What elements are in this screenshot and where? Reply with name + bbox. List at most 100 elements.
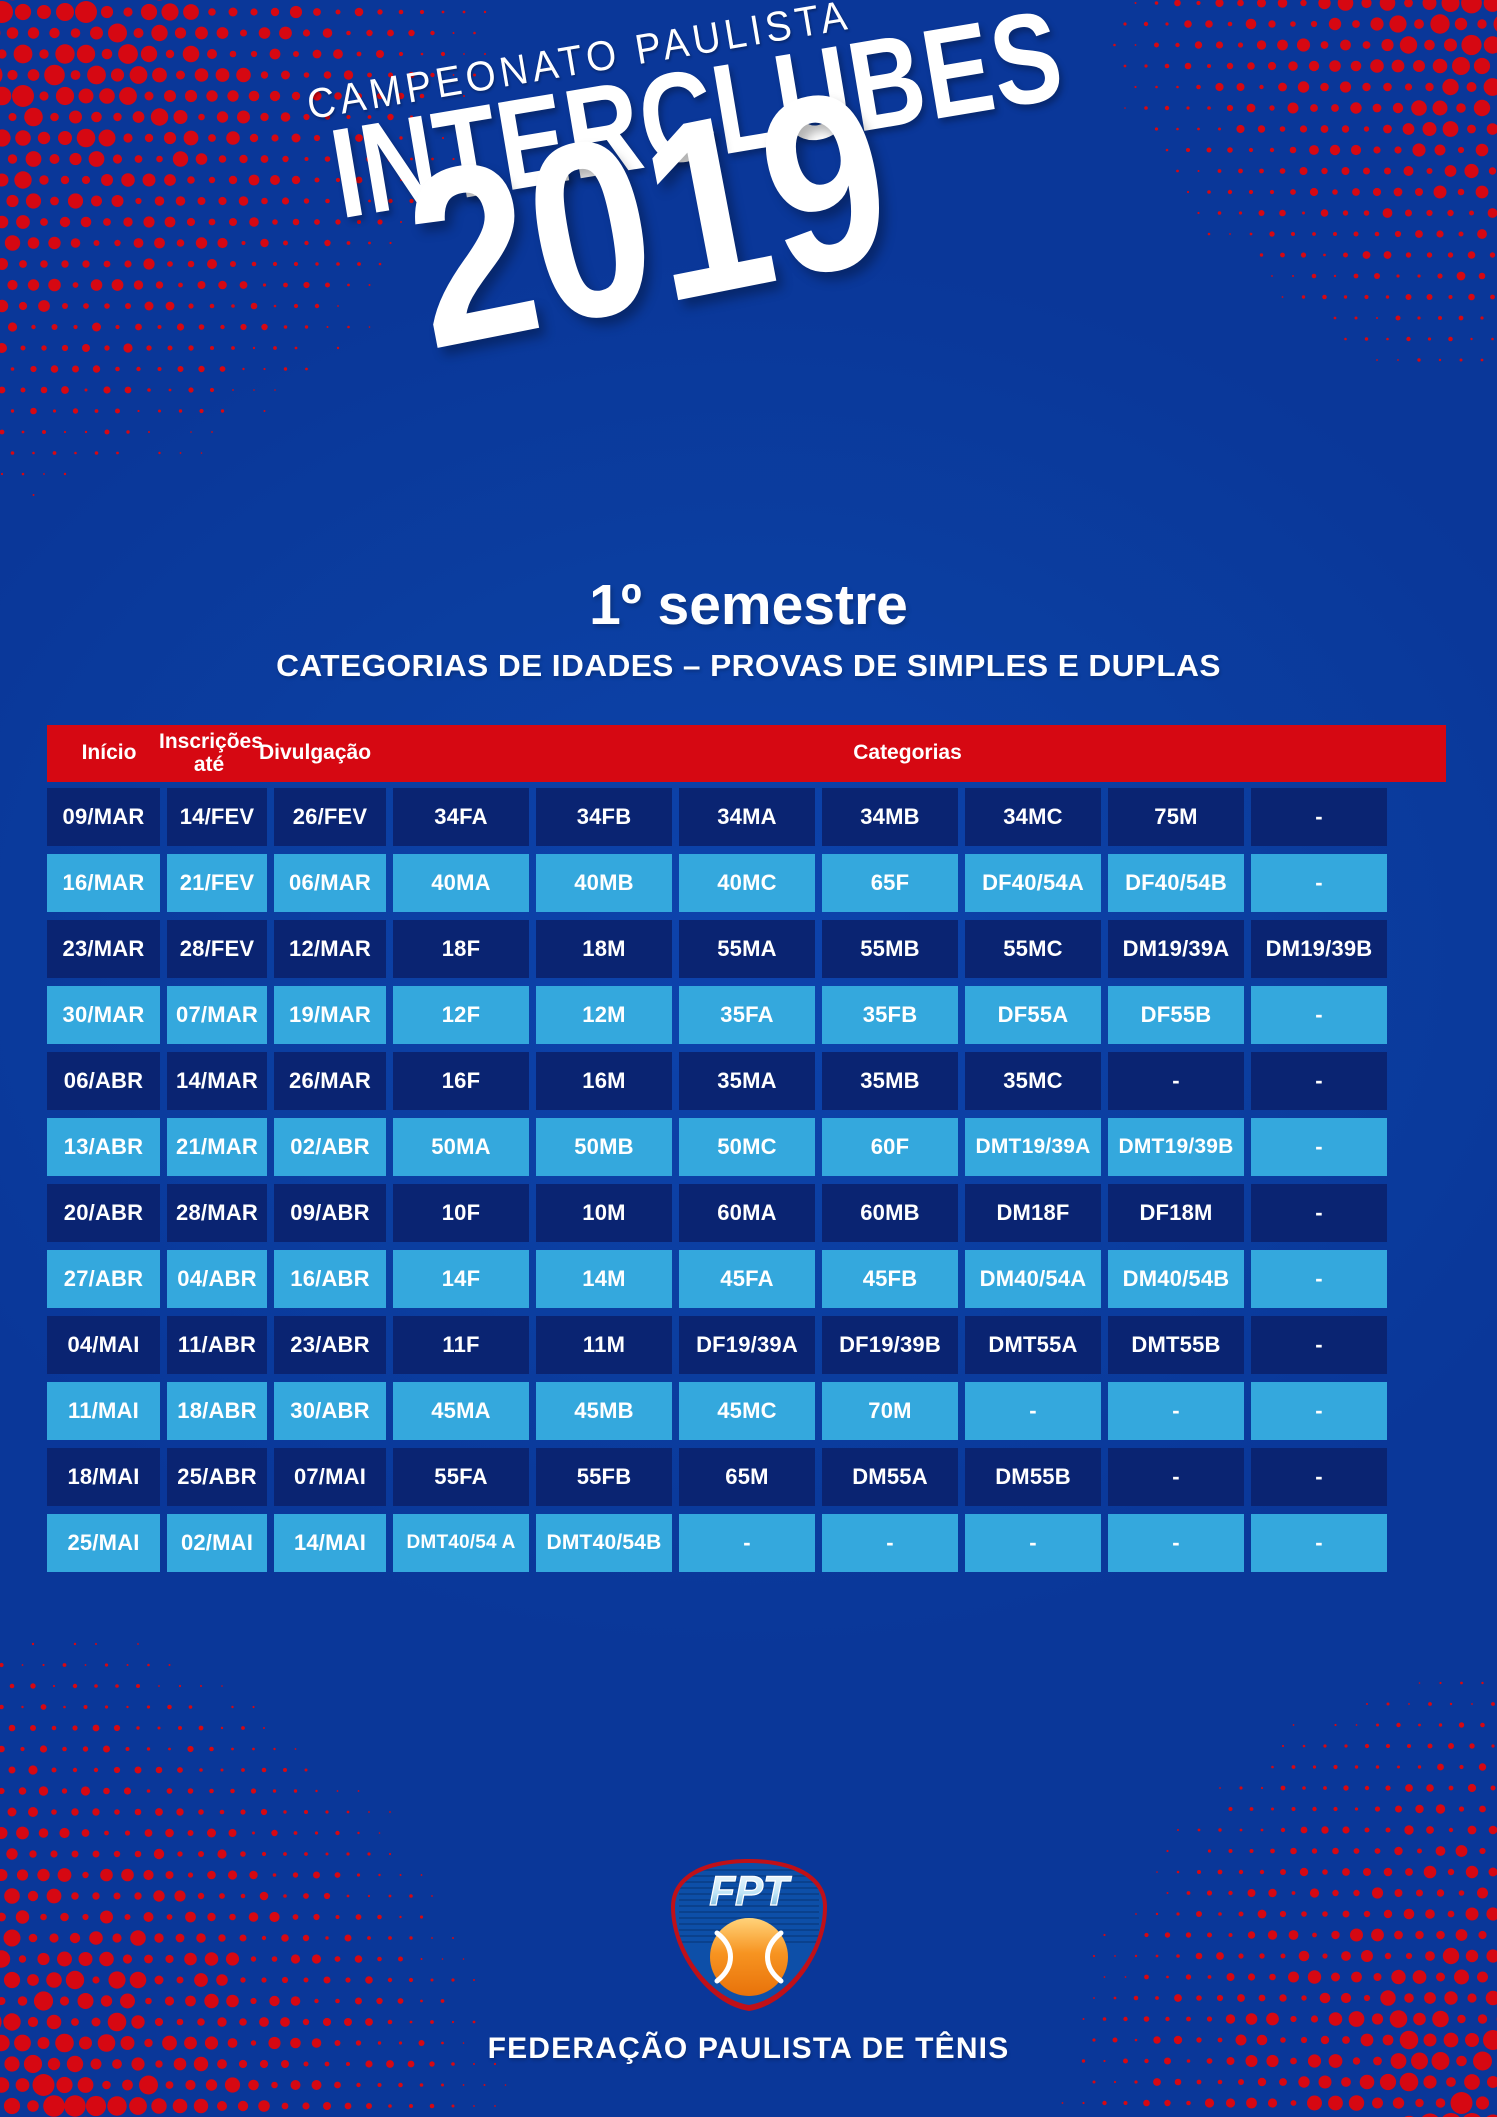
cell-categoria: -	[1251, 1052, 1387, 1110]
cell-categoria: -	[1251, 1514, 1387, 1572]
cell-categoria: 34MB	[822, 788, 958, 846]
cell-categoria: DF19/39A	[679, 1316, 815, 1374]
cell-divulgacao: 19/MAR	[274, 986, 386, 1044]
cell-categoria: -	[1251, 1448, 1387, 1506]
cell-categoria: -	[1251, 1118, 1387, 1176]
footer-block: FPT FEDERAÇÃO PAULISTA DE TÊNIS	[0, 1855, 1497, 2066]
table-row: 11/MAI 18/ABR 30/ABR 45MA 45MB 45MC 70M - - -	[47, 1382, 1446, 1440]
page-subtitle: CATEGORIAS DE IDADES – PROVAS DE SIMPLES…	[276, 648, 1221, 683]
cell-categoria: DMT55A	[965, 1316, 1101, 1374]
cell-divulgacao: 23/ABR	[274, 1316, 386, 1374]
cell-divulgacao: 16/ABR	[274, 1250, 386, 1308]
cell-categoria: 35MC	[965, 1052, 1101, 1110]
cell-categoria: -	[965, 1514, 1101, 1572]
cell-categoria: DMT19/39B	[1108, 1118, 1244, 1176]
column-header-categorias: Categorias	[853, 741, 962, 765]
semester-title: 1º semestre	[589, 573, 908, 637]
cell-categoria: 35FB	[822, 986, 958, 1044]
table-row: 09/MAR 14/FEV 26/FEV 34FA 34FB 34MA 34MB 34MC 75…	[47, 788, 1446, 846]
cell-categoria: -	[965, 1382, 1101, 1440]
cell-inicio: 27/ABR	[47, 1250, 160, 1308]
cell-categoria: 18F	[393, 920, 529, 978]
cell-inicio: 09/MAR	[47, 788, 160, 846]
cell-categoria: 35FA	[679, 986, 815, 1044]
table-row: 06/ABR 14/MAR 26/MAR 16F 16M 35MA 35MB 35MC - -	[47, 1052, 1446, 1110]
cell-divulgacao: 07/MAI	[274, 1448, 386, 1506]
table-row: 23/MAR 28/FEV 12/MAR 18F 18M 55MA 55MB 55MC DM19…	[47, 920, 1446, 978]
cell-categoria: DF19/39B	[822, 1316, 958, 1374]
cell-categoria: 10F	[393, 1184, 529, 1242]
cell-inscricoes-ate: 07/MAR	[167, 986, 267, 1044]
cell-inscricoes-ate: 02/MAI	[167, 1514, 267, 1572]
cell-categoria: 50MB	[536, 1118, 672, 1176]
cell-divulgacao: 12/MAR	[274, 920, 386, 978]
cell-categoria: 50MC	[679, 1118, 815, 1176]
table-row: 04/MAI 11/ABR 23/ABR 11F 11M DF19/39A DF19/39B…	[47, 1316, 1446, 1374]
column-header-inicio: Início	[81, 741, 137, 765]
cell-categoria: 55FA	[393, 1448, 529, 1506]
cell-categoria: 40MC	[679, 854, 815, 912]
cell-categoria: DMT40/54B	[536, 1514, 672, 1572]
table-row: 30/MAR 07/MAR 19/MAR 12F 12M 35FA 35FB DF55A DF5…	[47, 986, 1446, 1044]
cell-inscricoes-ate: 21/FEV	[167, 854, 267, 912]
cell-categoria: 34FB	[536, 788, 672, 846]
cell-inicio: 04/MAI	[47, 1316, 160, 1374]
cell-inicio: 30/MAR	[47, 986, 160, 1044]
cell-categoria: 60MA	[679, 1184, 815, 1242]
cell-categoria: 40MA	[393, 854, 529, 912]
federation-name: FEDERAÇÃO PAULISTA DE TÊNIS	[487, 2032, 1010, 2065]
cell-categoria: 34MC	[965, 788, 1101, 846]
cell-categoria: 34MA	[679, 788, 815, 846]
cell-categoria: DF40/54A	[965, 854, 1101, 912]
cell-inicio: 23/MAR	[47, 920, 160, 978]
cell-categoria: -	[1251, 854, 1387, 912]
cell-categoria: 60MB	[822, 1184, 958, 1242]
cell-categoria: 45MC	[679, 1382, 815, 1440]
table-row: 13/ABR 21/MAR 02/ABR 50MA 50MB 50MC 60F DMT19/3…	[47, 1118, 1446, 1176]
cell-categoria: 65F	[822, 854, 958, 912]
cell-categoria: 55MA	[679, 920, 815, 978]
cell-categoria: -	[1251, 1316, 1387, 1374]
table-header-row: Início Inscrições até Divulgação Categor…	[47, 725, 1446, 782]
cell-categoria: 55MC	[965, 920, 1101, 978]
cell-inscricoes-ate: 14/MAR	[167, 1052, 267, 1110]
cell-categoria: DF18M	[1108, 1184, 1244, 1242]
cell-categoria: 45MA	[393, 1382, 529, 1440]
cell-divulgacao: 26/FEV	[274, 788, 386, 846]
cell-categoria: 11M	[536, 1316, 672, 1374]
cell-categoria: -	[1108, 1448, 1244, 1506]
schedule-table: Início Inscrições até Divulgação Categor…	[47, 725, 1446, 1580]
cell-inicio: 20/ABR	[47, 1184, 160, 1242]
table-row: 27/ABR 04/ABR 16/ABR 14F 14M 45FA 45FB DM40/54A…	[47, 1250, 1446, 1308]
cell-categoria: 12M	[536, 986, 672, 1044]
cell-categoria: DM19/39A	[1108, 920, 1244, 978]
table-body: 09/MAR 14/FEV 26/FEV 34FA 34FB 34MA 34MB 34MC 75…	[47, 788, 1446, 1572]
cell-divulgacao: 09/ABR	[274, 1184, 386, 1242]
cell-categoria: -	[679, 1514, 815, 1572]
cell-categoria: -	[1108, 1052, 1244, 1110]
cell-inscricoes-ate: 28/MAR	[167, 1184, 267, 1242]
cell-categoria: DMT19/39A	[965, 1118, 1101, 1176]
table-row: 20/ABR 28/MAR 09/ABR 10F 10M 60MA 60MB DM18F DF1…	[47, 1184, 1446, 1242]
cell-divulgacao: 14/MAI	[274, 1514, 386, 1572]
cell-inscricoes-ate: 28/FEV	[167, 920, 267, 978]
cell-categoria: DM19/39B	[1251, 920, 1387, 978]
cell-categoria: 65M	[679, 1448, 815, 1506]
cell-categoria: 45FA	[679, 1250, 815, 1308]
table-row: 25/MAI 02/MAI 14/MAI DMT40/54 A DMT40/54B - - -…	[47, 1514, 1446, 1572]
cell-categoria: -	[1108, 1514, 1244, 1572]
cell-divulgacao: 02/ABR	[274, 1118, 386, 1176]
cell-inscricoes-ate: 18/ABR	[167, 1382, 267, 1440]
cell-categoria: 14M	[536, 1250, 672, 1308]
cell-categoria: -	[822, 1514, 958, 1572]
hero-title-block: CAMPEONATO PAULISTA INTERCLUBES 2019	[0, 0, 1497, 420]
table-row: 18/MAI 25/ABR 07/MAI 55FA 55FB 65M DM55A DM55B -…	[47, 1448, 1446, 1506]
cell-categoria: 35MB	[822, 1052, 958, 1110]
cell-categoria: DF55A	[965, 986, 1101, 1044]
cell-categoria: 10M	[536, 1184, 672, 1242]
cell-categoria: -	[1251, 986, 1387, 1044]
cell-divulgacao: 26/MAR	[274, 1052, 386, 1110]
cell-categoria: DM40/54A	[965, 1250, 1101, 1308]
cell-categoria: DM18F	[965, 1184, 1101, 1242]
